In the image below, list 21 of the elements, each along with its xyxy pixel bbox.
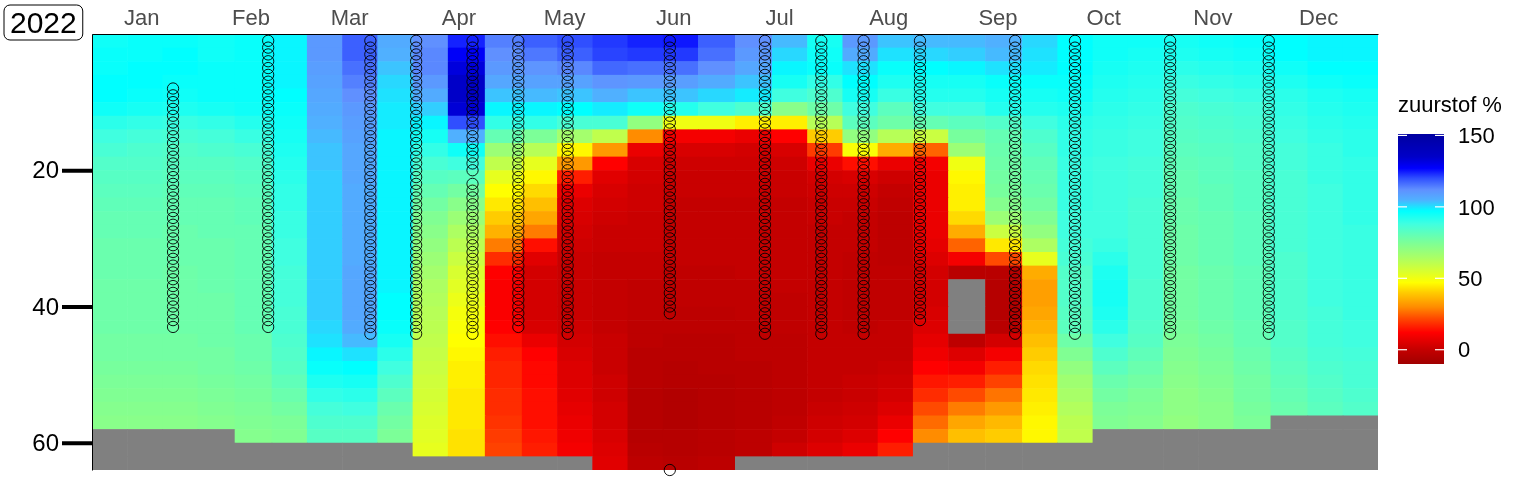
x-tick-label: Aug [869,5,909,30]
x-tick-label: Oct [1086,5,1121,30]
x-tick-label: Jul [765,5,794,30]
text: 2022 [10,6,77,39]
color-bar-label: 0 [1458,337,1471,363]
y-tick-label: 40 [32,292,59,320]
color-bar-title: zuurstof % [1398,92,1502,117]
x-tick-label: Jan [124,5,160,30]
x-tick-label: Mar [330,5,369,30]
x-tick-label: Nov [1193,5,1233,30]
x-tick-label: Dec [1299,5,1339,30]
color-bar-label: 150 [1458,123,1495,149]
x-tick-label: Jun [656,5,692,30]
x-tick-label: May [543,5,586,30]
y-tick-label: 60 [32,428,59,456]
color-bar-label: 100 [1458,194,1495,220]
y-tick-label: 20 [32,156,59,184]
x-tick-label: Apr [441,5,477,30]
color-bar-label: 50 [1458,265,1483,291]
x-tick-label: Sep [978,5,1018,30]
x-tick-label: Feb [232,5,271,30]
